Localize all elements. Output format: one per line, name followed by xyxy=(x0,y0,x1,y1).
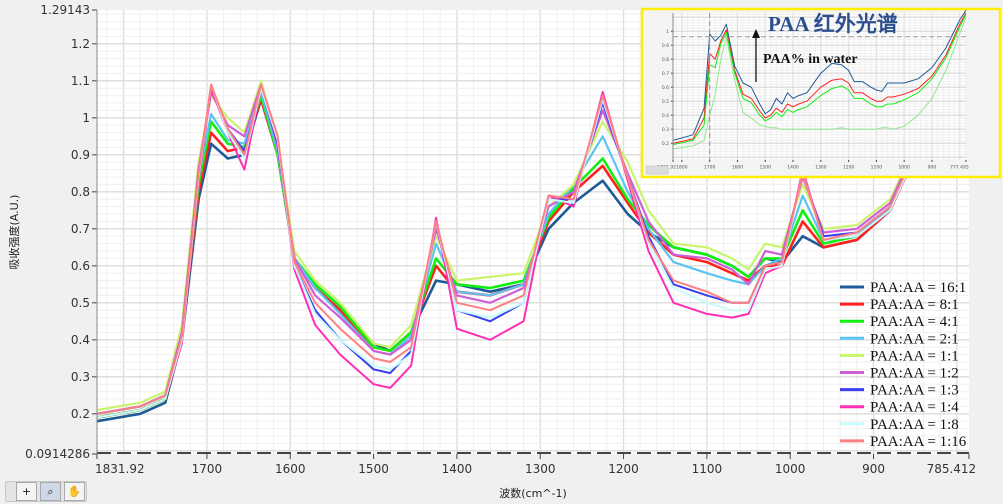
inset-plot-area xyxy=(673,13,966,160)
y-tick-label: 0.7 xyxy=(662,71,669,77)
series-line-2 xyxy=(672,14,967,146)
y-tick-label: 0.6 xyxy=(71,259,90,273)
cursor-crosshair-icon: + xyxy=(21,485,32,498)
axes: 1831.92 1700 1600 1500 1400 1300 1200 1100 1000 9… xyxy=(25,3,976,476)
legend-label: PAA:AA = 1:1 xyxy=(870,348,959,364)
y-tick-label: 0.7 xyxy=(71,222,90,236)
series-line-9 xyxy=(96,10,970,415)
y-tick-label: 1.29143 xyxy=(40,3,90,17)
pan-hand-tool-button[interactable]: ✋ xyxy=(64,482,85,501)
legend-item: PAA:AA = 1:1 xyxy=(840,348,959,364)
legend-item: PAA:AA = 4:1 xyxy=(840,314,959,330)
legend-label: PAA:AA = 1:16 xyxy=(870,434,967,450)
x-tick-label: 1200 xyxy=(608,462,639,476)
inset-title: PAA 红外光谱 xyxy=(768,12,898,36)
zoom-icon: ⌕ xyxy=(47,485,54,498)
legend-item: PAA:AA = 1:3 xyxy=(840,383,959,399)
pan-hand-icon: ✋ xyxy=(67,485,82,498)
arrow-head-icon xyxy=(752,29,760,38)
y-tick-label: 0.9 xyxy=(662,43,669,49)
x-tick-label: 1300 xyxy=(815,165,827,171)
x-tick-label: 1300 xyxy=(525,462,556,476)
y-tick-label: 0.8 xyxy=(71,185,90,199)
y-tick-label: 0.2 xyxy=(662,141,669,147)
x-tick-label: 1800 xyxy=(676,165,688,171)
y-axis-label: 吸收强度(A.U.) xyxy=(7,195,21,270)
x-tick-label: 777.495 xyxy=(950,165,969,171)
x-tick-label: 1000 xyxy=(775,462,806,476)
legend-item: PAA:AA = 1:2 xyxy=(840,366,959,382)
legend-label: PAA:AA = 16:1 xyxy=(870,280,966,296)
legend-label: PAA:AA = 1:8 xyxy=(870,417,959,433)
x-tick-label: 1400 xyxy=(787,165,799,171)
y-tick-label: 0.3 xyxy=(662,127,669,133)
series-line-0 xyxy=(672,9,967,141)
y-tick-label: 1 xyxy=(82,111,90,125)
legend-label: PAA:AA = 1:2 xyxy=(870,366,959,382)
legend-item: PAA:AA = 16:1 xyxy=(840,280,966,296)
inset-chart-image: 1831.92180017001600150014001300120011001… xyxy=(640,7,1002,179)
graph-tools-palette: + ⌕ ✋ xyxy=(5,481,87,502)
y-tick-label: 0.4 xyxy=(71,333,90,347)
x-tick-label: 1831.92 xyxy=(95,462,145,476)
x-tick-label: 1500 xyxy=(760,165,772,171)
inset-grid xyxy=(673,13,966,161)
x-tick-label: 785.412 xyxy=(927,462,977,476)
y-tick-label: 0.6 xyxy=(662,85,669,91)
legend-label: PAA:AA = 1:3 xyxy=(870,383,959,399)
y-tick-label: 0.5 xyxy=(71,296,90,310)
legend-label: PAA:AA = 2:1 xyxy=(870,331,959,347)
inset-annotation: PAA% in water xyxy=(763,52,858,67)
legend-label: PAA:AA = 1:4 xyxy=(870,400,959,416)
legend-item: PAA:AA = 1:16 xyxy=(840,434,967,450)
x-tick-label: 900 xyxy=(928,165,937,171)
x-tick-label: 900 xyxy=(862,462,885,476)
inset-series xyxy=(672,9,967,150)
x-tick-label: 1200 xyxy=(843,165,855,171)
inset-palette xyxy=(645,165,669,175)
x-tick-label: 1000 xyxy=(898,165,910,171)
y-tick-label: 0.2 xyxy=(71,407,90,421)
series-line-4 xyxy=(96,10,970,412)
y-tick-label: 0.8 xyxy=(662,57,669,63)
x-tick-label: 1700 xyxy=(192,462,223,476)
legend-item: PAA:AA = 1:8 xyxy=(840,417,959,433)
legend-label: PAA:AA = 4:1 xyxy=(870,314,959,330)
legend-item: PAA:AA = 8:1 xyxy=(840,297,959,313)
y-tick-label: 0.4 xyxy=(662,113,669,119)
y-tick-label: 0.0914286 xyxy=(25,447,90,461)
y-tick-label: 1.1 xyxy=(71,74,90,88)
x-axis-label: 波数(cm^-1) xyxy=(499,487,567,500)
x-tick-label: 1100 xyxy=(692,462,723,476)
y-tick-label: 1.2 xyxy=(71,37,90,51)
legend-label: PAA:AA = 8:1 xyxy=(870,297,959,313)
series-line-2 xyxy=(96,10,971,419)
x-tick-label: 1600 xyxy=(732,165,744,171)
y-tick-label: 1 xyxy=(666,29,669,35)
series-line-1 xyxy=(672,12,967,144)
x-tick-label: 1500 xyxy=(358,462,389,476)
x-tick-label: 1400 xyxy=(442,462,473,476)
legend-item: PAA:AA = 2:1 xyxy=(840,331,959,347)
y-tick-label: 0.5 xyxy=(662,99,669,105)
series-line-0 xyxy=(96,10,971,423)
cursor-crosshair-tool-button[interactable]: + xyxy=(16,482,37,501)
x-tick-label: 1600 xyxy=(275,462,306,476)
y-tick-label: 0.3 xyxy=(71,370,90,384)
zoom-tool-button[interactable]: ⌕ xyxy=(40,482,61,501)
y-tick-label: 0.9 xyxy=(71,148,90,162)
x-tick-label: 1700 xyxy=(704,165,716,171)
series-line-3 xyxy=(672,17,967,150)
series-lines xyxy=(96,10,971,423)
x-tick-label: 1100 xyxy=(871,165,883,171)
legend-item: PAA:AA = 1:4 xyxy=(840,400,959,416)
